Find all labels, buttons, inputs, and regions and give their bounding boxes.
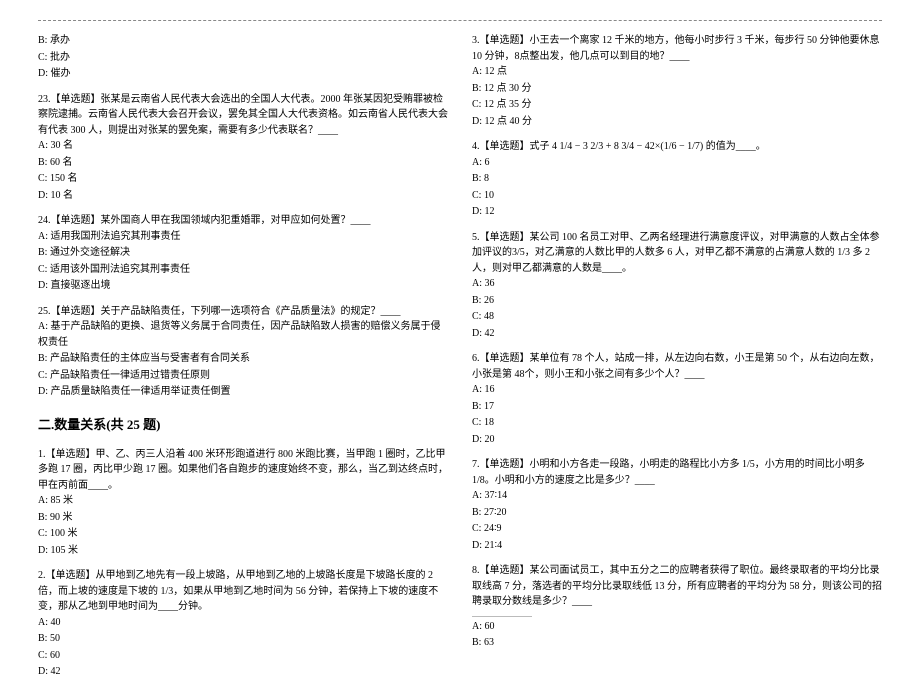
- q1-option-b: B: 90 米: [38, 510, 448, 526]
- q4-formula: 4 1/4 − 3 2/3 + 8 3/4 − 42×(1/6 − 1/7): [552, 141, 703, 152]
- q23-option-d: D: 10 名: [38, 188, 448, 204]
- question-3: 3.【单选题】小王去一个离家 12 千米的地方，他每小时步行 3 千米，每步行 …: [472, 33, 882, 129]
- q8-stem: 8.【单选题】某公司面试员工，其中五分之二的应聘者获得了职位。最终录取者的平均分…: [472, 563, 882, 610]
- question-2: 2.【单选题】从甲地到乙地先有一段上坡路，从甲地到乙地的上坡路长度是下坡路长度的…: [38, 568, 448, 680]
- q5-option-a: A: 36: [472, 276, 882, 292]
- q25-option-c: C: 产品缺陷责任一律适用过错责任原则: [38, 368, 448, 384]
- section-2-title: 二.数量关系(共 25 题): [38, 414, 448, 433]
- q6-option-a: A: 16: [472, 382, 882, 398]
- question-4: 4.【单选题】式子 4 1/4 − 3 2/3 + 8 3/4 − 42×(1/…: [472, 139, 882, 220]
- q5-option-d: D: 42: [472, 326, 882, 342]
- q3-option-b: B: 12 点 30 分: [472, 81, 882, 97]
- q7-option-d: D: 21∶4: [472, 538, 882, 554]
- q22-option-c: C: 批办: [38, 50, 448, 66]
- q3-option-a: A: 12 点: [472, 64, 882, 80]
- q25-option-a: A: 基于产品缺陷的更换、退货等义务属于合同责任，因产品缺陷致人损害的赔偿义务属…: [38, 319, 448, 350]
- q24-option-b: B: 通过外交途径解决: [38, 245, 448, 261]
- q23-option-c: C: 150 名: [38, 171, 448, 187]
- q4-prefix: 4.【单选题】式子: [472, 141, 550, 152]
- question-6: 6.【单选题】某单位有 78 个人，站成一排，从左边向右数，小王是第 50 个，…: [472, 351, 882, 447]
- q2-option-c: C: 60: [38, 648, 448, 664]
- question-25: 25.【单选题】关于产品缺陷责任，下列哪一选项符合《产品质量法》的规定？____…: [38, 304, 448, 400]
- question-23: 23.【单选题】张某是云南省人民代表大会选出的全国人大代表。2000 年张某因犯…: [38, 92, 448, 204]
- question-24: 24.【单选题】某外国商人甲在我国领域内犯重婚罪，对甲应如何处置？____ A:…: [38, 213, 448, 294]
- q6-stem: 6.【单选题】某单位有 78 个人，站成一排，从左边向右数，小王是第 50 个，…: [472, 351, 882, 382]
- q5-option-c: C: 48: [472, 309, 882, 325]
- q8-option-b: B: 63: [472, 635, 882, 651]
- q8-separator: [472, 616, 532, 617]
- q8-option-a: A: 60: [472, 619, 882, 635]
- q4-option-a: A: 6: [472, 155, 882, 171]
- q1-option-a: A: 85 米: [38, 493, 448, 509]
- q24-stem: 24.【单选题】某外国商人甲在我国领域内犯重婚罪，对甲应如何处置？____: [38, 213, 448, 229]
- q6-option-b: B: 17: [472, 399, 882, 415]
- q1-option-d: D: 105 米: [38, 543, 448, 559]
- two-column-layout: B: 承办 C: 批办 D: 催办 23.【单选题】张某是云南省人民代表大会选出…: [38, 33, 882, 682]
- q4-suffix: 的值为____。: [706, 141, 766, 152]
- q23-stem: 23.【单选题】张某是云南省人民代表大会选出的全国人大代表。2000 年张某因犯…: [38, 92, 448, 139]
- q2-option-b: B: 50: [38, 631, 448, 647]
- q7-stem: 7.【单选题】小明和小方各走一段路，小明走的路程比小方多 1/5，小方用的时间比…: [472, 457, 882, 488]
- page-divider: [38, 20, 882, 21]
- q22-option-d: D: 催办: [38, 66, 448, 82]
- q24-option-c: C: 适用该外国刑法追究其刑事责任: [38, 262, 448, 278]
- q7-option-b: B: 27∶20: [472, 505, 882, 521]
- q24-option-d: D: 直接驱逐出境: [38, 278, 448, 294]
- q23-option-a: A: 30 名: [38, 138, 448, 154]
- question-7: 7.【单选题】小明和小方各走一段路，小明走的路程比小方多 1/5，小方用的时间比…: [472, 457, 882, 553]
- q25-stem: 25.【单选题】关于产品缺陷责任，下列哪一选项符合《产品质量法》的规定？____: [38, 304, 448, 320]
- q25-option-d: D: 产品质量缺陷责任一律适用举证责任倒置: [38, 384, 448, 400]
- q3-option-c: C: 12 点 35 分: [472, 97, 882, 113]
- question-1: 1.【单选题】甲、乙、丙三人沿着 400 米环形跑道进行 800 米跑比赛，当甲…: [38, 447, 448, 559]
- q2-option-d: D: 42: [38, 664, 448, 680]
- q5-option-b: B: 26: [472, 293, 882, 309]
- q4-option-d: D: 12: [472, 204, 882, 220]
- q6-option-c: C: 18: [472, 415, 882, 431]
- q4-option-c: C: 10: [472, 188, 882, 204]
- q23-option-b: B: 60 名: [38, 155, 448, 171]
- q1-option-c: C: 100 米: [38, 526, 448, 542]
- q22-option-b: B: 承办: [38, 33, 448, 49]
- q3-option-d: D: 12 点 40 分: [472, 114, 882, 130]
- q6-option-d: D: 20: [472, 432, 882, 448]
- question-8: 8.【单选题】某公司面试员工，其中五分之二的应聘者获得了职位。最终录取者的平均分…: [472, 563, 882, 651]
- q24-option-a: A: 适用我国刑法追究其刑事责任: [38, 229, 448, 245]
- q4-option-b: B: 8: [472, 171, 882, 187]
- q4-stem: 4.【单选题】式子 4 1/4 − 3 2/3 + 8 3/4 − 42×(1/…: [472, 139, 882, 155]
- right-column: 3.【单选题】小王去一个离家 12 千米的地方，他每小时步行 3 千米，每步行 …: [472, 33, 882, 682]
- q25-option-b: B: 产品缺陷责任的主体应当与受害者有合同关系: [38, 351, 448, 367]
- q2-stem: 2.【单选题】从甲地到乙地先有一段上坡路，从甲地到乙地的上坡路长度是下坡路长度的…: [38, 568, 448, 615]
- question-5: 5.【单选题】某公司 100 名员工对甲、乙两名经理进行满意度评议，对甲满意的人…: [472, 230, 882, 342]
- exam-page: B: 承办 C: 批办 D: 催办 23.【单选题】张某是云南省人民代表大会选出…: [0, 0, 920, 682]
- q1-stem: 1.【单选题】甲、乙、丙三人沿着 400 米环形跑道进行 800 米跑比赛，当甲…: [38, 447, 448, 494]
- q3-stem: 3.【单选题】小王去一个离家 12 千米的地方，他每小时步行 3 千米，每步行 …: [472, 33, 882, 64]
- q7-option-a: A: 37∶14: [472, 488, 882, 504]
- left-column: B: 承办 C: 批办 D: 催办 23.【单选题】张某是云南省人民代表大会选出…: [38, 33, 448, 682]
- q7-option-c: C: 24∶9: [472, 521, 882, 537]
- q5-stem: 5.【单选题】某公司 100 名员工对甲、乙两名经理进行满意度评议，对甲满意的人…: [472, 230, 882, 277]
- q2-option-a: A: 40: [38, 615, 448, 631]
